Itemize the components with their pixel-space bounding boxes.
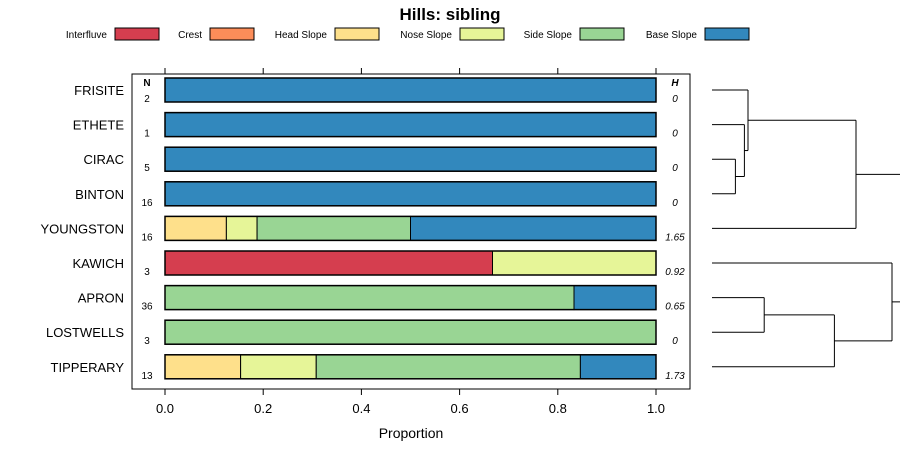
row-label-apron: APRON [78,291,124,306]
h-value-kawich: 0.92 [665,267,685,278]
legend-label-crest: Crest [178,30,202,41]
legend-swatch-side-slope [579,27,625,41]
legend-label-interfluve: Interfluve [66,30,108,41]
plot-frame [131,73,691,390]
h-value-apron: 0.65 [665,302,685,313]
n-value-apron: 36 [141,302,153,313]
row-label-tipperary: TIPPERARY [51,360,125,375]
row-label-frisite: FRISITE [74,83,124,98]
h-value-lostwells: 0 [672,336,678,347]
h-value-frisite: 0 [672,94,678,105]
row-label-youngston: YOUNGSTON [40,221,124,236]
bar-segment-lostwells-side-slope [164,319,657,345]
x-axis: 0.0 0.2 0.4 0.6 0.8 1.0 [156,68,665,416]
bar-segment-kawich-nose-slope [491,250,657,276]
x-tick-label-0: 0.0 [156,401,174,416]
bar-segment-tipperary-nose-slope [240,354,317,380]
n-value-lostwells: 3 [144,336,150,347]
n-value-ethete: 1 [144,129,150,140]
x-axis-label: Proportion [379,425,444,441]
x-tick-label-5: 1.0 [647,401,665,416]
n-value-binton: 16 [141,198,153,209]
bar-outline-binton [164,181,657,207]
bar-outline-kawich [164,250,657,276]
bar-segment-youngston-head-slope [164,215,227,241]
legend-label-side-slope: Side Slope [524,30,573,41]
bar-segment-youngston-nose-slope [225,215,258,241]
h-value-binton: 0 [672,198,678,209]
bar-outline-tipperary [164,354,657,380]
x-tick-label-2: 0.4 [352,401,370,416]
row-label-lostwells: LOSTWELLS [46,325,124,340]
bar-segment-youngston-side-slope [256,215,411,241]
bar-segment-ethete-base-slope [164,112,657,138]
n-column-header: N [143,78,150,89]
bar-segment-tipperary-side-slope [315,354,581,380]
chart-title: Hills: sibling [399,5,500,24]
legend-label-base-slope: Base Slope [646,30,698,41]
x-tick-label-4: 0.8 [549,401,567,416]
bar-segment-binton-base-slope [164,181,657,207]
bar-segment-tipperary-base-slope [579,354,657,380]
x-tick-label-1: 0.2 [254,401,272,416]
plot-area: N H FRISITE 2 0 ETHETE 1 0 CIRAC 5 0 BINTON 16 0 YOU… [40,68,691,441]
dendrogram [712,89,900,368]
row-label-ethete: ETHETE [73,118,125,133]
h-value-ethete: 0 [672,129,678,140]
bar-segment-kawich-interfluve [164,250,493,276]
bar-segment-apron-base-slope [573,285,657,311]
n-value-cirac: 5 [144,163,150,174]
h-value-tipperary: 1.73 [665,371,685,382]
row-label-kawich: KAWICH [72,256,124,271]
legend-swatch-interfluve [114,27,160,41]
x-tick-label-3: 0.6 [451,401,469,416]
h-value-youngston: 1.65 [665,232,685,243]
n-value-tipperary: 13 [141,371,153,382]
bar-outline-frisite [164,77,657,103]
h-column-header: H [671,78,679,89]
row-label-binton: BINTON [75,187,124,202]
legend-label-head-slope: Head Slope [275,30,328,41]
bar-segment-cirac-base-slope [164,146,657,172]
legend-swatch-base-slope [704,27,750,41]
n-value-kawich: 3 [144,267,150,278]
bar-rows: FRISITE 2 0 ETHETE 1 0 CIRAC 5 0 BINTON 16 0 YOUNGST… [40,77,685,382]
h-value-cirac: 0 [672,163,678,174]
row-label-cirac: CIRAC [84,152,124,167]
legend-swatch-crest [209,27,255,41]
n-value-youngston: 16 [141,232,153,243]
legend-swatch-nose-slope [459,27,505,41]
legend-label-nose-slope: Nose Slope [400,30,452,41]
bar-outline-lostwells [164,319,657,345]
legend-swatch-head-slope [334,27,380,41]
legend: Interfluve Crest Head Slope Nose Slope Side … [66,27,750,41]
bar-segment-youngston-base-slope [410,215,657,241]
n-value-frisite: 2 [144,94,150,105]
bar-segment-tipperary-head-slope [164,354,242,380]
bar-outline-apron [164,284,657,311]
bar-segment-frisite-base-slope [164,77,657,103]
bar-segment-apron-side-slope [164,285,575,311]
bar-outline-ethete [164,111,657,138]
bar-outline-youngston [164,215,657,242]
bar-outline-cirac [164,146,657,172]
